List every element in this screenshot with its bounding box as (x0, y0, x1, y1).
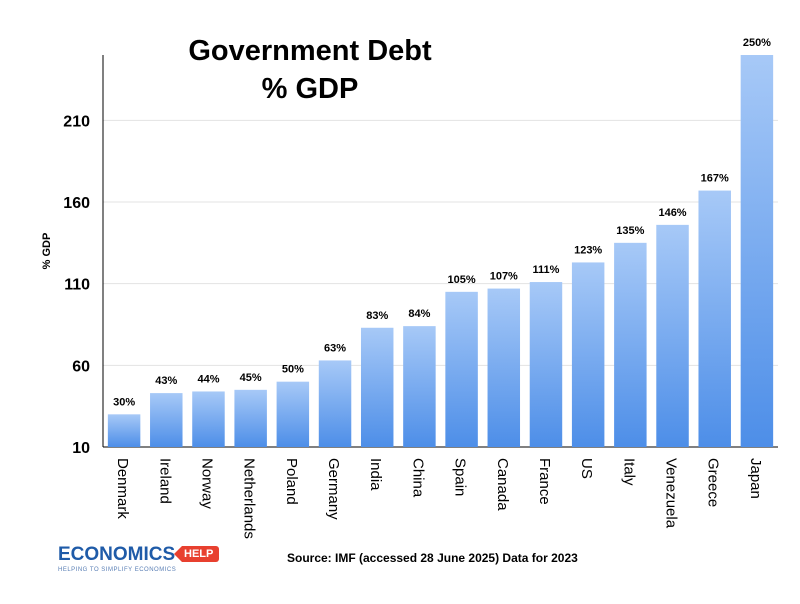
chart-title-line1: Government Debt (188, 35, 432, 67)
y-tick-label: 160 (63, 195, 90, 212)
value-label: 43% (155, 375, 177, 387)
value-label: 135% (616, 225, 644, 237)
source-note: Source: IMF (accessed 28 June 2025) Data… (287, 551, 578, 565)
value-label: 146% (658, 207, 686, 219)
category-label: Poland (283, 458, 300, 505)
bar (403, 326, 436, 447)
category-label: Japan (747, 458, 764, 499)
value-label: 123% (574, 244, 602, 256)
bar (360, 327, 394, 447)
bar (192, 391, 225, 447)
category-label: China (409, 458, 426, 498)
bar (150, 393, 183, 447)
bar (698, 190, 731, 448)
y-axis-label: % GDP (41, 233, 53, 270)
category-label: Ireland (156, 458, 173, 504)
value-label: 111% (533, 264, 560, 276)
value-label: 167% (701, 173, 729, 185)
bar (318, 360, 352, 447)
y-tick-label: 10 (72, 440, 90, 457)
value-label: 50% (282, 364, 304, 376)
bar (107, 414, 141, 447)
y-tick-label: 60 (72, 358, 90, 375)
category-label: Netherlands (241, 458, 258, 539)
chart-title: Government Debt % GDP (140, 32, 480, 108)
value-label: 44% (197, 373, 219, 385)
bar (571, 262, 605, 447)
logo-tag: HELP (174, 546, 220, 562)
category-label: Spain (452, 458, 469, 496)
bar (234, 389, 267, 447)
logo-text: ECONOMICS (58, 544, 176, 565)
bar (445, 291, 478, 447)
category-label: Greece (705, 458, 722, 507)
category-label: Norway (198, 458, 215, 509)
value-label: 107% (490, 271, 518, 283)
value-label: 84% (408, 308, 430, 320)
value-label: 45% (240, 372, 262, 384)
value-label: 63% (324, 342, 346, 354)
category-label: US (578, 458, 595, 479)
y-tick-label: 210 (63, 113, 90, 130)
bar (276, 381, 310, 447)
value-label: 250% (743, 37, 771, 49)
y-tick-label: 110 (64, 277, 90, 294)
category-label: Germany (325, 458, 342, 520)
category-label: Italy (620, 458, 637, 486)
category-label: India (367, 458, 384, 491)
economics-help-logo: ECONOMICS HELP HELPING TO SIMPLIFY ECONO… (58, 544, 228, 580)
bar (740, 55, 774, 447)
category-label: Venezuela (663, 458, 680, 529)
bar (529, 282, 563, 447)
value-label: 30% (113, 396, 135, 408)
bar (487, 288, 521, 447)
category-label: Denmark (114, 458, 131, 519)
logo-tagline: HELPING TO SIMPLIFY ECONOMICS (58, 567, 177, 573)
value-label: 83% (366, 310, 388, 322)
bar (656, 224, 689, 447)
bar (614, 242, 647, 447)
category-label: France (536, 458, 553, 505)
chart-title-line2: % GDP (261, 73, 359, 105)
category-label: Canada (494, 458, 511, 511)
value-label: 105% (448, 274, 476, 286)
